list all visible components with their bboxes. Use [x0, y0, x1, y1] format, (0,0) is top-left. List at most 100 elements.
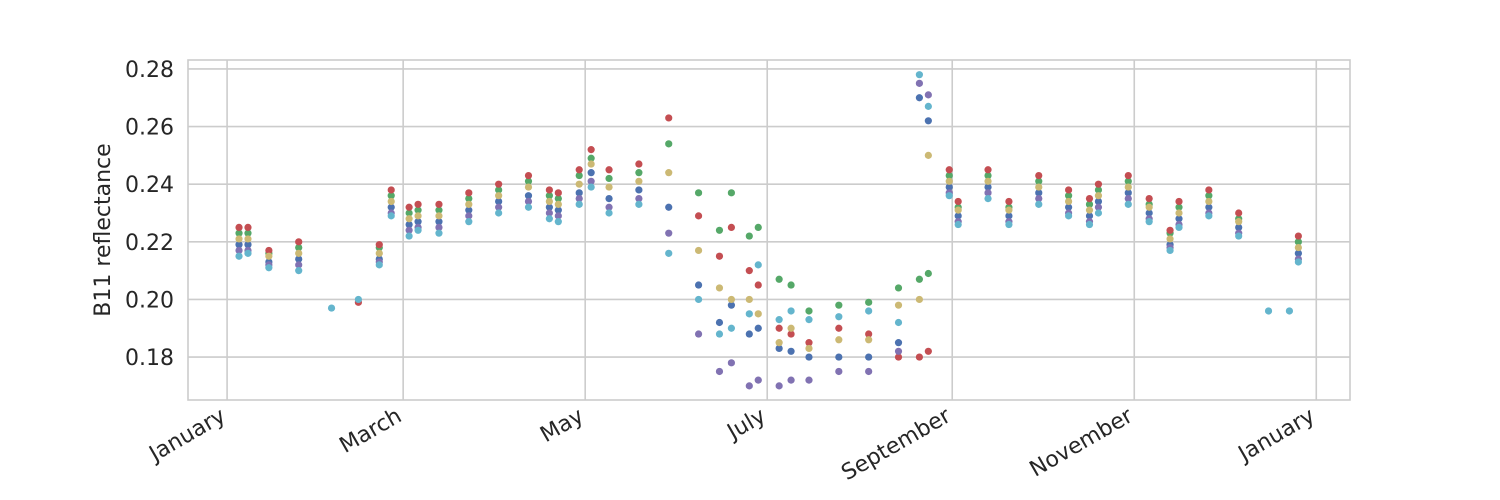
point: [554, 212, 562, 220]
point: [984, 166, 992, 174]
point: [375, 261, 383, 269]
point: [1085, 194, 1094, 203]
point: [954, 220, 962, 229]
point: [1005, 212, 1013, 220]
point: [1035, 183, 1043, 191]
point: [605, 209, 613, 217]
point: [787, 324, 795, 332]
point: [945, 183, 953, 191]
point: [715, 318, 724, 327]
point: [524, 203, 533, 211]
point: [235, 252, 243, 260]
point: [554, 189, 562, 197]
point: [554, 206, 562, 214]
point: [554, 194, 562, 203]
point: [754, 281, 762, 289]
point: [235, 235, 243, 243]
point: [465, 212, 473, 220]
point: [945, 166, 953, 174]
point: [554, 200, 562, 208]
point: [554, 218, 562, 226]
x-tick-label: March: [336, 404, 407, 459]
point: [1166, 226, 1174, 234]
point: [945, 171, 953, 180]
point: [915, 94, 923, 102]
point: [1035, 189, 1043, 197]
point: [924, 347, 932, 355]
point: [465, 206, 473, 214]
point: [915, 353, 923, 361]
point: [954, 212, 962, 220]
point: [954, 197, 962, 206]
point: [1094, 203, 1103, 211]
point: [1085, 206, 1094, 214]
point: [465, 189, 473, 197]
point: [787, 307, 795, 315]
y-tick-label: 0.22: [125, 231, 174, 256]
point: [1094, 209, 1103, 217]
point: [745, 382, 753, 390]
point: [605, 203, 613, 211]
y-tick-label: 0.20: [125, 288, 174, 313]
point: [1235, 232, 1243, 240]
point: [984, 194, 992, 203]
point: [524, 183, 533, 191]
point: [1294, 258, 1302, 266]
point: [694, 295, 703, 304]
point: [694, 212, 703, 220]
point: [1145, 209, 1153, 217]
point: [924, 269, 932, 278]
point: [894, 301, 903, 309]
y-tick-label: 0.24: [125, 173, 174, 198]
point: [894, 284, 903, 292]
point: [694, 189, 703, 197]
point: [835, 367, 843, 376]
point: [894, 347, 903, 355]
point: [545, 209, 553, 217]
point: [375, 249, 383, 257]
point: [894, 353, 903, 361]
point: [587, 146, 595, 154]
point: [1175, 223, 1183, 232]
point: [1035, 171, 1043, 180]
point: [754, 261, 762, 269]
point: [1235, 209, 1243, 217]
point: [405, 215, 413, 223]
x-tick-label: January: [1233, 404, 1319, 468]
point: [244, 223, 252, 232]
point: [1235, 218, 1243, 226]
point: [1175, 215, 1183, 223]
point: [1035, 200, 1043, 208]
point: [954, 206, 962, 214]
point: [894, 339, 903, 347]
point: [605, 194, 613, 203]
point: [405, 203, 413, 211]
y-axis-label: B11 reflectance: [91, 143, 116, 316]
point: [235, 229, 243, 237]
point: [754, 376, 762, 384]
point: [244, 235, 252, 243]
point: [495, 209, 503, 217]
point: [1175, 209, 1183, 217]
point: [265, 246, 273, 255]
point: [1065, 186, 1073, 194]
point: [545, 197, 553, 206]
point: [915, 275, 923, 283]
point: [414, 212, 422, 220]
point: [545, 192, 553, 200]
point: [787, 376, 795, 384]
point: [787, 347, 795, 355]
point: [1205, 203, 1213, 211]
point: [924, 102, 932, 110]
point: [435, 200, 443, 208]
point: [945, 177, 953, 185]
point: [1005, 220, 1013, 229]
point: [1005, 206, 1013, 214]
point: [805, 316, 813, 324]
point: [1264, 307, 1273, 315]
y-tick-label: 0.28: [125, 58, 174, 83]
point: [727, 359, 736, 367]
point: [435, 218, 443, 226]
point: [727, 295, 736, 304]
point: [745, 295, 753, 304]
